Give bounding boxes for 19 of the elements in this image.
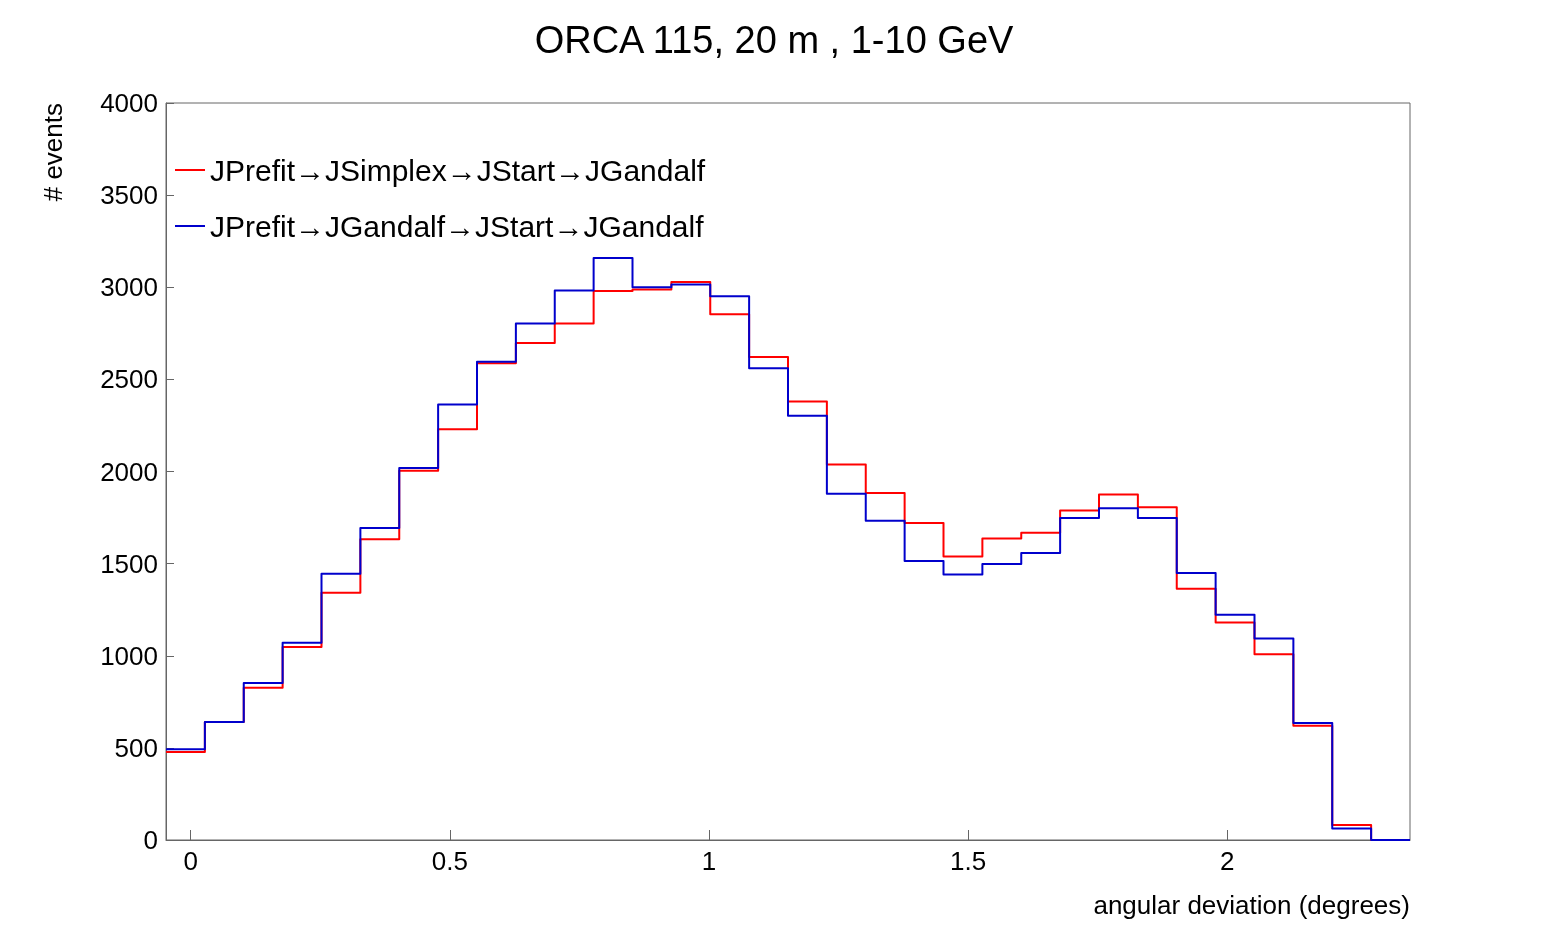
y-tick-label: 2500 xyxy=(100,364,158,395)
y-tick-label: 500 xyxy=(114,732,158,763)
x-tick-label: 2 xyxy=(1220,846,1235,876)
legend-label: JPrefit→JSimplex→JStart→JGandalf xyxy=(210,153,706,187)
x-tick-label: 1 xyxy=(701,846,717,876)
y-tick-label: 3500 xyxy=(100,180,158,211)
y-tick-label: 2000 xyxy=(100,456,158,487)
x-tick-label: 1.5 xyxy=(950,846,987,876)
y-tick-label: 1500 xyxy=(100,548,158,579)
chart-title: ORCA 115, 20 m , 1-10 GeV xyxy=(534,19,1015,61)
y-axis-title: # events xyxy=(38,103,68,202)
legend-label: JPrefit→JGandalf→JStart→JGandalf xyxy=(210,209,705,243)
x-tick-label: 0.5 xyxy=(431,846,468,876)
x-tick-label: 0 xyxy=(183,846,198,876)
y-tick-label: 0 xyxy=(143,825,158,855)
y-tick-label: 3000 xyxy=(100,272,158,303)
y-tick-label: 1000 xyxy=(100,640,158,671)
y-tick-label: 4000 xyxy=(100,88,158,118)
x-axis-title: angular deviation (degrees) xyxy=(1093,890,1410,920)
